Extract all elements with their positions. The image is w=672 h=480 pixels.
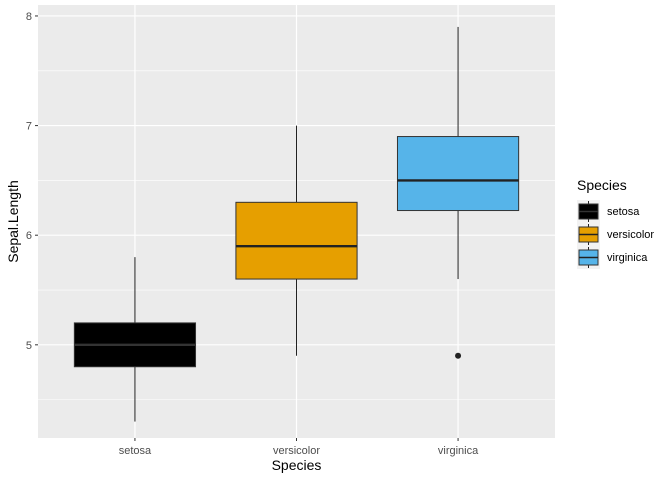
legend-item-setosa: setosa	[577, 200, 640, 223]
y-tick-label: 7	[26, 121, 32, 133]
x-tick-label: setosa	[119, 445, 152, 457]
x-axis-title: Species	[272, 457, 322, 473]
legend-items: setosa versicolor virginica	[577, 200, 654, 269]
legend: Species setosa versicolor virginica	[577, 177, 654, 269]
legend-label: versicolor	[607, 229, 654, 241]
box-versicolor	[235, 125, 358, 356]
box-setosa	[73, 257, 197, 422]
y-tick-label: 6	[26, 230, 32, 242]
x-axis: setosa versicolor virginica	[119, 438, 479, 457]
y-axis-title: Sepal.Length	[5, 180, 21, 263]
legend-title: Species	[577, 177, 627, 193]
y-axis: 5 6 7 8	[26, 11, 38, 352]
legend-label: setosa	[607, 206, 640, 218]
legend-item-virginica: virginica	[577, 246, 648, 269]
legend-label: virginica	[607, 252, 648, 264]
x-tick-label: virginica	[438, 445, 479, 457]
y-tick-label: 8	[26, 11, 32, 23]
boxes	[73, 26, 520, 422]
legend-item-versicolor: versicolor	[577, 223, 654, 246]
x-tick-label: versicolor	[273, 445, 320, 457]
y-tick-label: 5	[26, 340, 32, 352]
box-virginica	[396, 26, 520, 359]
box-body	[396, 136, 520, 212]
box-body	[235, 201, 358, 280]
outlier-point	[455, 352, 462, 359]
